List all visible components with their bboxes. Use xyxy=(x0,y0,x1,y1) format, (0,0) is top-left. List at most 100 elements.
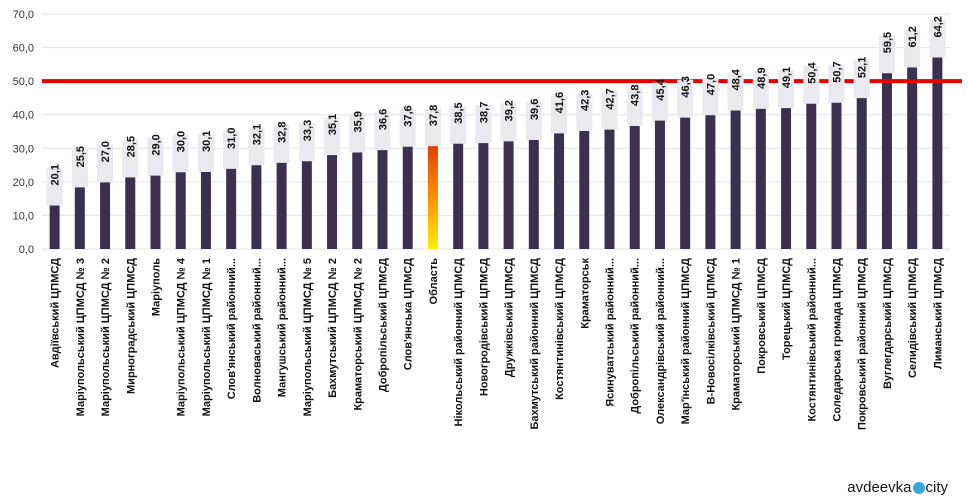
y-tick-label: 0,0 xyxy=(19,244,34,256)
x-tick-label: Слов'янський районний... xyxy=(226,258,238,399)
x-tick-label: Слов'янська ЦПМСД xyxy=(403,258,415,370)
x-tick-label: В-Новосілківський ЦПМСД xyxy=(705,258,717,405)
value-label: 61,2 xyxy=(907,26,919,47)
value-label: 25,5 xyxy=(75,146,87,167)
x-tick-label: Мирноградський ЦПМСД xyxy=(125,258,137,394)
value-label: 38,5 xyxy=(453,102,465,123)
value-label: 46,3 xyxy=(680,76,692,97)
x-tick-label: Маріупольський ЦПМСД № 2 xyxy=(100,258,112,416)
value-label-box xyxy=(298,123,315,162)
x-tick-label: Область xyxy=(428,258,440,305)
value-label: 27,0 xyxy=(100,141,112,162)
bar xyxy=(680,93,691,249)
bar xyxy=(402,122,413,249)
value-label: 30,0 xyxy=(176,131,188,152)
value-label-box xyxy=(727,72,744,111)
x-tick-label: Краматорський ЦПМСД № 2 xyxy=(352,258,364,411)
value-label-box xyxy=(828,64,845,103)
value-labels: 20,1 25,5 27,0 28,5 29,0 30,0 30,1 31,0 32,1 32,8… xyxy=(46,16,946,206)
x-axis-labels: Авдіївський ЦПМСД Маріупольський ЦПМСД № … xyxy=(50,257,945,430)
y-tick-label: 20,0 xyxy=(13,177,34,189)
value-label-box xyxy=(273,124,290,163)
value-label-box xyxy=(500,103,517,142)
bar xyxy=(377,126,388,249)
value-label-box xyxy=(752,70,769,109)
x-tick-label: Маріупольський ЦПМСД № 4 xyxy=(176,257,188,416)
x-tick-label: Костянтинівський районний... xyxy=(806,258,818,421)
value-label-box xyxy=(248,127,265,166)
x-tick-label: Нікольський районний ЦПМСД xyxy=(453,258,465,427)
x-tick-label: Добропільський ЦПМСД xyxy=(378,258,390,392)
value-label: 59,5 xyxy=(882,32,894,53)
bar xyxy=(881,49,892,249)
bar xyxy=(276,138,287,249)
value-label: 30,1 xyxy=(201,131,213,152)
bar xyxy=(730,86,741,249)
value-label: 52,1 xyxy=(857,57,869,78)
bar xyxy=(604,105,615,250)
value-label-box xyxy=(677,79,694,118)
x-tick-label: Ясинуватський районний... xyxy=(605,258,617,407)
value-label: 38,7 xyxy=(478,102,490,123)
bar xyxy=(831,78,842,250)
watermark: avdeevka city xyxy=(847,479,948,496)
x-tick-label: Добропільський районний... xyxy=(630,258,642,414)
bar xyxy=(932,33,943,249)
value-label-box xyxy=(197,133,214,172)
value-label-box xyxy=(122,139,139,178)
bar xyxy=(226,144,237,249)
value-label-box xyxy=(172,134,189,173)
bar xyxy=(554,109,565,249)
watermark-prefix: avdeevka xyxy=(847,479,912,496)
x-tick-label: Новогродівський ЦПМСД xyxy=(478,258,490,396)
value-label: 39,2 xyxy=(504,100,516,121)
y-tick-label: 50,0 xyxy=(13,76,34,88)
value-label-box xyxy=(601,91,618,130)
value-label: 32,8 xyxy=(277,121,289,142)
bar-highlight xyxy=(427,122,438,249)
value-label-box xyxy=(424,108,441,147)
value-label-box xyxy=(702,77,719,116)
value-label-box xyxy=(929,19,946,58)
value-label: 36,6 xyxy=(378,109,390,130)
value-label-box xyxy=(374,112,391,151)
bar xyxy=(453,119,464,249)
x-tick-label: Мар'їнський районний ЦПМСД xyxy=(680,258,692,425)
x-tick-label: Лиманський ЦПМСД xyxy=(932,258,944,369)
x-tick-label: Соледарська громада ЦПМСД xyxy=(832,258,844,422)
bar xyxy=(781,84,792,250)
value-label-box xyxy=(147,137,164,176)
x-tick-label: Краматорськ xyxy=(579,258,591,329)
value-label: 47,0 xyxy=(705,74,717,95)
value-label: 48,4 xyxy=(731,68,743,90)
value-label-box xyxy=(324,117,341,156)
x-tick-label: Бахмутський районний ЦПМСД xyxy=(529,258,541,430)
x-tick-label: Костянтинівський ЦПМСД xyxy=(554,258,566,400)
watermark-suffix: city xyxy=(925,479,949,496)
x-tick-label: Маріупольський ЦПМСД № 5 xyxy=(302,258,314,416)
bar xyxy=(200,147,211,249)
value-label: 41,6 xyxy=(554,92,566,113)
bar xyxy=(907,43,918,249)
value-label-box xyxy=(904,29,921,68)
y-tick-label: 60,0 xyxy=(13,43,34,55)
value-label: 39,6 xyxy=(529,99,541,120)
bar xyxy=(806,79,817,249)
x-tick-label: Покровський ЦПМСД xyxy=(756,258,768,374)
x-tick-label: Олександрівський районний... xyxy=(655,258,667,424)
y-tick-label: 10,0 xyxy=(13,210,34,222)
x-tick-label: Волноваський районний... xyxy=(251,258,263,403)
x-tick-label: Маріупольський ЦПМСД № 1 xyxy=(201,258,213,416)
x-tick-label: Бахмутський ЦПМСД № 2 xyxy=(327,258,339,398)
value-label: 28,5 xyxy=(125,136,137,157)
y-axis-ticks: 0,0 10,0 20,0 30,0 40,0 50,0 60,0 70,0 xyxy=(13,9,34,256)
value-label: 42,3 xyxy=(579,90,591,111)
y-tick-label: 30,0 xyxy=(13,143,34,155)
value-label: 20,1 xyxy=(50,164,62,185)
y-tick-label: 40,0 xyxy=(13,110,34,122)
value-label-box xyxy=(853,60,870,99)
value-label-box xyxy=(46,167,63,206)
value-label-box xyxy=(399,108,416,147)
bar xyxy=(49,181,60,249)
value-label-box xyxy=(626,87,643,126)
